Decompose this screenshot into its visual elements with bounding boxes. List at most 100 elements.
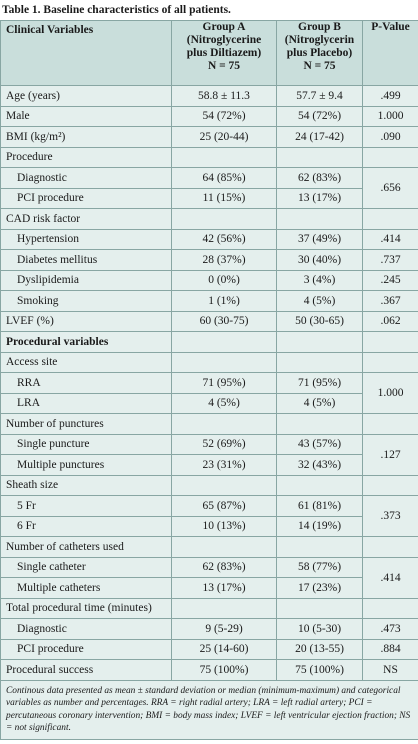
header-line: N = 75 — [207, 60, 241, 72]
row-label: PCI procedure — [0, 187, 172, 209]
row-label: LRA — [0, 392, 172, 414]
row-label: Procedural success — [0, 659, 172, 681]
empty-cell — [362, 146, 418, 168]
footnote: Continous data presented as mean ± stand… — [0, 679, 418, 740]
header-line: (Nitroglycerin — [284, 34, 355, 46]
header-cell: Group A (Nitroglycerine plus Diltiazem) N =… — [171, 20, 277, 86]
header-line: Group B — [298, 21, 341, 34]
row-label: CAD risk factor — [0, 208, 172, 230]
cell: 61 (81%) — [276, 495, 363, 517]
row-label: Sheath size — [0, 474, 172, 496]
empty-cell — [276, 331, 363, 353]
row-label: Hypertension — [0, 228, 172, 250]
empty-cell — [171, 413, 277, 435]
cell: 24 (17-42) — [276, 126, 363, 148]
p-value: .884 — [362, 638, 418, 660]
empty-cell — [362, 351, 418, 373]
row-label: RRA — [0, 372, 172, 394]
sub-row: LRA 4 (5%) 4 (5%) — [0, 392, 418, 414]
header-cell: P-Value — [362, 20, 418, 86]
table-body: Clinical Variables Group A (Nitroglycerine… — [0, 20, 418, 740]
p-value: .656 — [362, 167, 418, 209]
sub-row: Diagnostic 9 (5-29) 10 (5-30) .473 — [0, 618, 418, 640]
p-value: 1.000 — [362, 372, 418, 414]
row: Age (years) 58.8 ± 11.3 57.7 ± 9.4.499 — [0, 85, 418, 107]
empty-cell — [171, 474, 277, 496]
header-cell: Group B (Nitroglycerin plus Placebo) N = 75 — [276, 20, 363, 86]
row-label: Single puncture — [0, 433, 172, 455]
cell: 58.8 ± 11.3 — [171, 85, 277, 107]
sub-row: Single catheter 62 (83%) 58 (77%) .414 — [0, 556, 418, 599]
empty-cell — [362, 597, 418, 619]
cell: 37 (49%) — [276, 228, 363, 250]
p-value: .367 — [362, 290, 418, 312]
row-label: Multiple punctures — [0, 454, 172, 476]
empty-cell — [276, 413, 363, 435]
cell: 60 (30-75) — [171, 310, 277, 332]
row: Procedural success 75 (100%) 75 (100%) NS — [0, 659, 418, 681]
row: Number of punctures — [0, 413, 418, 435]
header-line: P-Value — [371, 21, 410, 34]
row-label: Procedure — [0, 146, 172, 168]
table: Clinical Variables Group A (Nitroglycerine… — [0, 20, 418, 740]
cell: 17 (23%) — [276, 577, 363, 599]
empty-cell — [171, 146, 277, 168]
cell: 20 (13-55) — [276, 638, 363, 660]
footnote-row: Continous data presented as mean ± stand… — [0, 679, 418, 740]
empty-cell — [276, 474, 363, 496]
empty-cell — [362, 536, 418, 558]
empty-cell — [362, 331, 418, 353]
cell: 13 (17%) — [276, 187, 363, 209]
cell: 57.7 ± 9.4 — [276, 85, 363, 107]
row: Procedure — [0, 146, 418, 168]
empty-cell — [362, 474, 418, 496]
p-value: .737 — [362, 249, 418, 271]
header-line: plus Diltiazem) — [186, 47, 262, 59]
p-value: .473 — [362, 618, 418, 640]
empty-cell — [171, 351, 277, 373]
row: BMI (kg/m²) 25 (20-44) 24 (17-42) .090 — [0, 126, 418, 148]
cell: 1 (1%) — [171, 290, 277, 312]
row-label: Number of catheters used — [0, 536, 172, 558]
empty-cell — [276, 351, 363, 373]
sub-row: PCI procedure 11 (15%) 13 (17%) — [0, 187, 418, 209]
row: Procedural variables — [0, 331, 418, 353]
row-label: BMI (kg/m²) — [0, 126, 172, 148]
empty-cell — [362, 413, 418, 435]
cell: .062 — [362, 310, 418, 332]
cell: 10 (5-30) — [276, 618, 363, 640]
cell: 3 (4%) — [276, 269, 363, 291]
row: Sheath size — [0, 474, 418, 496]
row: CAD risk factor — [0, 208, 418, 230]
sub-row: Single puncture 52 (69%) 43 (57%) .127 — [0, 433, 418, 476]
row-label: 6 Fr — [0, 515, 172, 537]
row: Male 54 (72%) 54 (72%) 1.000 — [0, 105, 418, 127]
empty-cell — [276, 597, 363, 619]
cell: 4 (5%) — [276, 392, 363, 414]
cell: 4 (5%) — [276, 290, 363, 312]
header-line: N = 75 — [303, 60, 336, 72]
header-row: Clinical Variables Group A (Nitroglycerine… — [0, 20, 418, 86]
empty-cell — [276, 536, 363, 558]
cell: 62 (83%) — [276, 167, 363, 189]
sub-row: Diagnostic 64 (85%) 62 (83%) .656 — [0, 167, 418, 209]
cell: 30 (40%) — [276, 249, 363, 271]
cell: 50 (30-65) — [276, 310, 363, 332]
row: Number of catheters used — [0, 536, 418, 558]
table-title: Table 1. Baseline characteristics of all… — [2, 4, 231, 16]
cell: 54 (72%) — [276, 105, 363, 127]
row-label: Male — [0, 105, 172, 127]
sub-row: 5 Fr 65 (87%) 61 (81%) .373 — [0, 495, 418, 537]
row-label: Number of punctures — [0, 413, 172, 435]
cell: 28 (37%) — [171, 249, 277, 271]
row-label: Multiple catheters — [0, 577, 172, 599]
empty-cell — [276, 146, 363, 168]
p-value: .414 — [362, 228, 418, 250]
row-label: 5 Fr — [0, 495, 172, 517]
p-value: .245 — [362, 269, 418, 291]
cell: 11 (15%) — [171, 187, 277, 209]
cell: NS — [362, 659, 418, 681]
cell: .090 — [362, 126, 418, 148]
row-label: Single catheter — [0, 556, 172, 578]
cell: 65 (87%) — [171, 495, 277, 517]
